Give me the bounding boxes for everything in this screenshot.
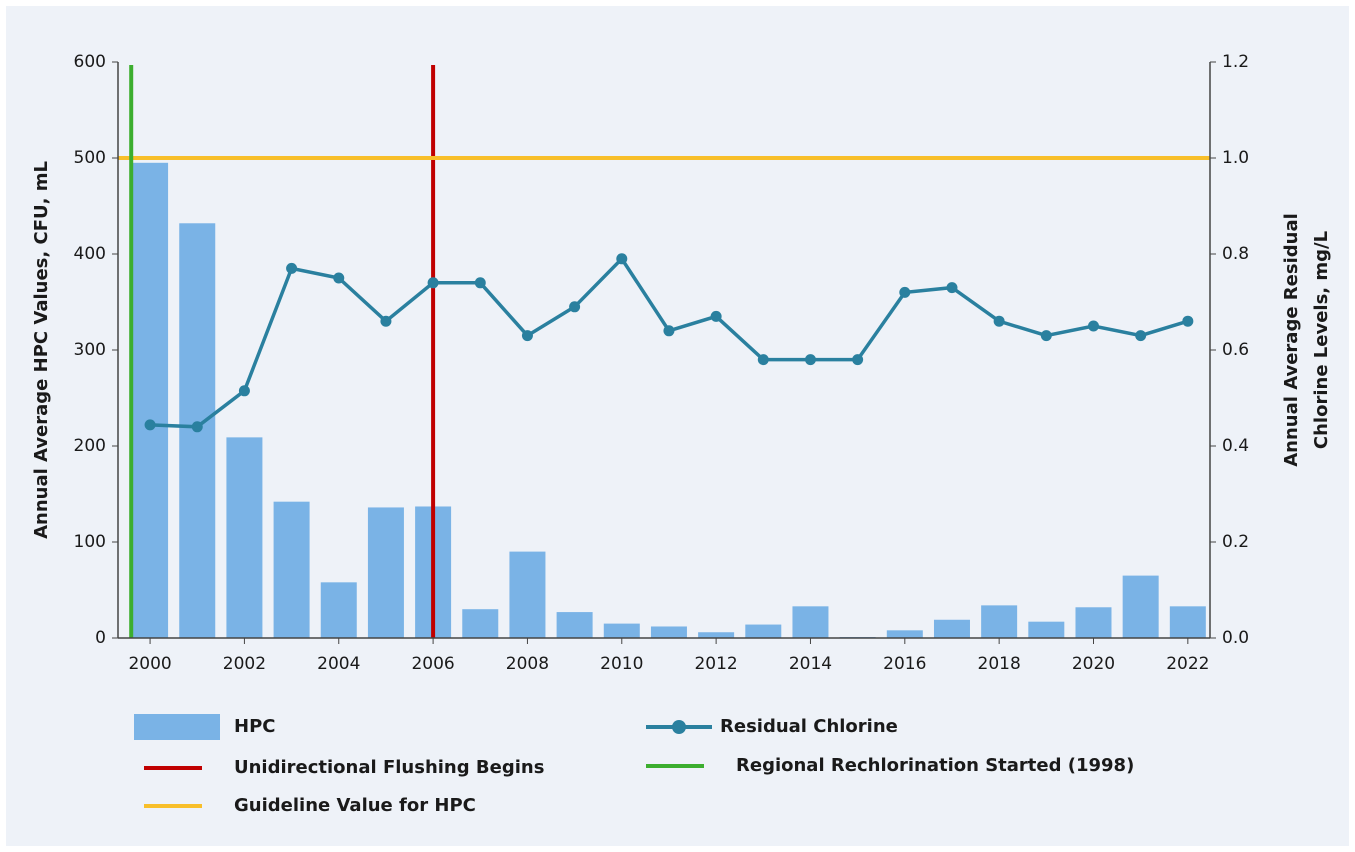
x-tick-label: 2004 [317,654,360,674]
x-tick-label: 2000 [128,654,171,674]
x-tick-label: 2020 [1072,654,1115,674]
bar [981,605,1018,638]
bar [603,623,640,638]
line-marker [521,330,533,342]
x-tick-label: 2018 [978,654,1021,674]
line-marker [144,419,156,431]
legend-label: Regional Rechlorination Started (1998) [736,755,1134,776]
bar [556,612,593,638]
bar [1169,606,1206,638]
line-marker [804,354,816,366]
legend-swatch [672,720,686,734]
line-marker [569,301,581,313]
line-marker [191,421,203,433]
line-marker [286,262,298,274]
line-marker [616,253,628,265]
y-tick-label: 400 [74,244,106,264]
line-marker [380,315,392,327]
bar [1122,575,1159,638]
line-marker [852,354,864,366]
line-marker [1087,320,1099,332]
bar [698,632,735,638]
legend-label: Unidirectional Flushing Begins [234,757,544,778]
line-marker [1135,330,1147,342]
x-tick-label: 2012 [694,654,737,674]
bar [933,619,970,638]
line-marker [757,354,769,366]
bar [132,162,169,639]
y2-axis-title: Annual Average Residual Chlorine Levels, … [1281,213,1332,467]
line-marker [474,277,486,289]
line-marker [946,282,958,294]
bar [509,551,546,638]
y2-tick-label: 0.8 [1222,244,1249,264]
bar [320,582,357,638]
y2-tick-label: 0.0 [1222,628,1249,648]
line-marker [238,385,250,397]
bar [367,507,404,638]
bar [226,437,263,638]
bar [273,501,310,638]
line-marker [993,315,1005,327]
line-marker [663,325,675,337]
y-tick-label: 500 [74,148,106,168]
line-marker [1182,315,1194,327]
x-tick-label: 2016 [883,654,926,674]
bar [650,626,687,638]
bar [792,606,829,638]
line-marker [899,286,911,298]
y2-tick-label: 0.6 [1222,340,1249,360]
x-tick-label: 2010 [600,654,643,674]
line-marker [333,272,345,284]
x-tick-label: 2022 [1166,654,1209,674]
bar [462,609,499,638]
legend-swatch [134,714,220,740]
y-tick-label: 200 [74,436,106,456]
bar [1028,621,1065,638]
y2-tick-label: 1.0 [1222,148,1249,168]
x-tick-label: 2014 [789,654,832,674]
y-tick-label: 300 [74,340,106,360]
y2-tick-label: 1.2 [1222,52,1249,72]
legend-label: HPC [234,716,275,737]
line-marker [710,310,722,322]
y2-tick-label: 0.2 [1222,532,1249,552]
bar [745,624,782,638]
x-tick-label: 2008 [506,654,549,674]
line-marker [427,277,439,289]
line-marker [1040,330,1052,342]
y-tick-label: 600 [74,52,106,72]
panel [6,6,1349,846]
y-tick-label: 100 [74,532,106,552]
y-tick-label: 0 [95,628,106,648]
y-axis-title: Annual Average HPC Values, CFU, mL [31,161,52,539]
bar [886,630,923,638]
x-tick-label: 2006 [411,654,454,674]
legend-label: Guideline Value for HPC [234,795,476,816]
legend-label: Residual Chlorine [720,716,898,737]
bar [1075,607,1112,638]
x-tick-label: 2002 [223,654,266,674]
y2-tick-label: 0.4 [1222,436,1249,456]
